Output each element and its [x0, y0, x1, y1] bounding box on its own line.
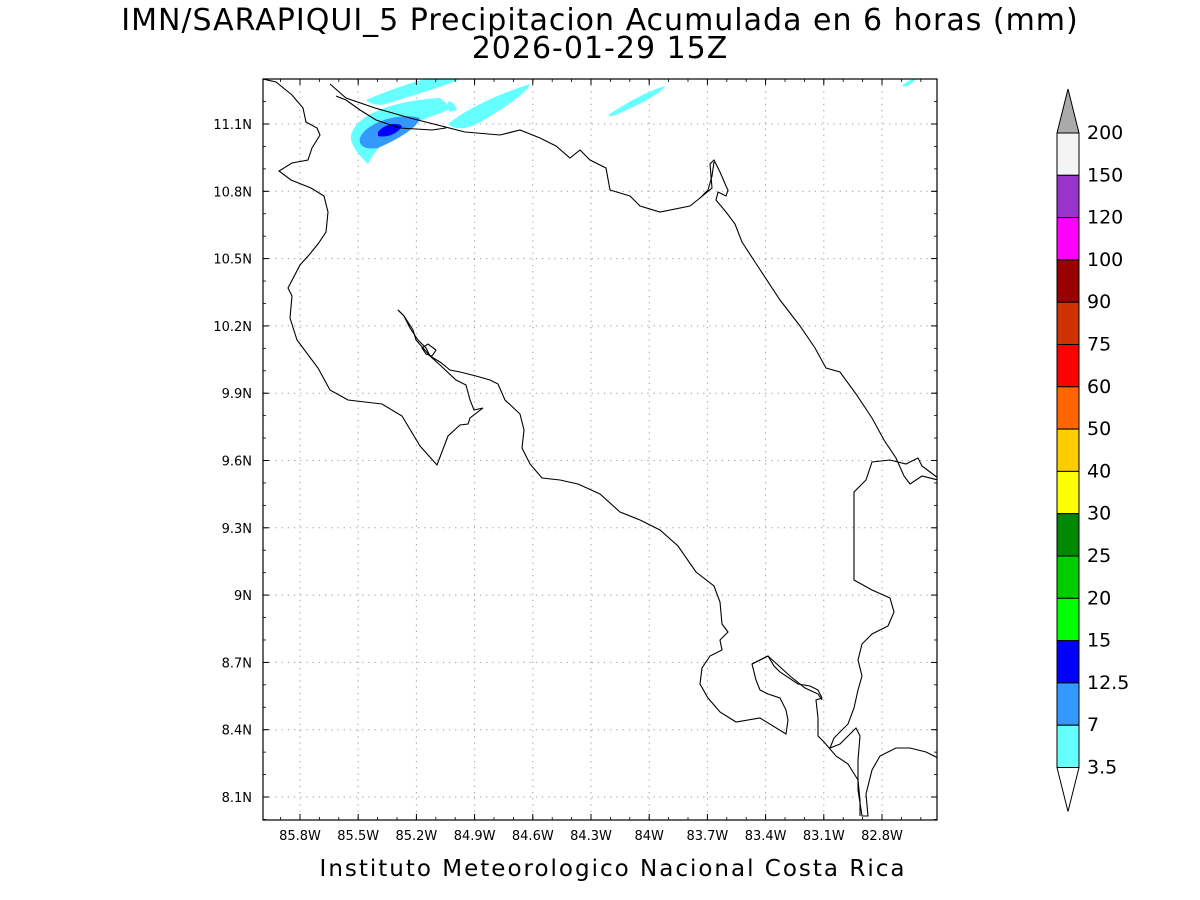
- y-tick-label: 9.6N: [222, 455, 252, 470]
- colorbar-level-label: 100: [1087, 249, 1123, 271]
- x-tick-label: 84.9W: [454, 829, 496, 844]
- x-tick-label: 83.7W: [686, 829, 728, 844]
- colorbar-swatch: [1056, 259, 1080, 303]
- precip-band-3: [366, 79, 460, 105]
- pacific-coast: [397, 309, 861, 816]
- y-tick-label: 8.7N: [222, 656, 252, 671]
- colorbar-level-label: 150: [1087, 164, 1123, 186]
- panama-border: [829, 457, 937, 817]
- colorbar-swatch: [1056, 513, 1080, 557]
- colorbar-swatch: [1056, 132, 1080, 176]
- border-north: [329, 83, 937, 485]
- y-tick-label: 10.5N: [213, 253, 252, 268]
- y-tick-label: 9.3N: [222, 522, 252, 537]
- y-axis: 11.1N 10.8N 10.5N 10.2N 9.9N 9.6N 9.3N 9N 8.7N 8.…: [213, 78, 937, 820]
- colorbar-level-label: 12.5: [1087, 672, 1129, 694]
- credit-text: Instituto Meteorologico Nacional Costa R…: [319, 856, 907, 882]
- colorbar-level-label: 90: [1087, 291, 1111, 313]
- map-plot-area: [263, 79, 937, 820]
- map-frame: [262, 78, 938, 821]
- y-tick-label: 11.1N: [213, 118, 252, 133]
- y-tick-label: 8.4N: [222, 724, 252, 739]
- lake-shore: [699, 161, 715, 199]
- colorbar-level-label: 40: [1087, 460, 1111, 482]
- colorbar-swatch: [1056, 301, 1080, 346]
- y-tick-label: 9N: [234, 589, 252, 604]
- map-datetime: 2026-01-29 15Z: [471, 31, 729, 66]
- colorbar-swatch: [1056, 555, 1080, 599]
- precip-band-4: [608, 86, 665, 116]
- x-tick-label: 83.4W: [745, 829, 787, 844]
- x-tick-label: 85.2W: [395, 829, 437, 844]
- y-tick-label: 9.9N: [222, 387, 252, 402]
- map-title: IMN/SARAPIQUI_5 Precipitacion Acumulada …: [121, 3, 1079, 38]
- colorbar-level-label: 75: [1087, 334, 1111, 356]
- colorbar-swatch: [1056, 640, 1080, 684]
- precip-band-2: [448, 84, 530, 129]
- x-tick-label: 84.6W: [512, 829, 554, 844]
- colorbar-swatch: [1056, 174, 1080, 219]
- x-axis: 85.8W 85.5W 85.2W 84.9W 84.6W 84.3W 84W 83.7W 83…: [279, 79, 922, 844]
- colorbar-level-label: 25: [1087, 545, 1111, 567]
- x-tick-label: 85.5W: [337, 829, 379, 844]
- colorbar-level-label: 60: [1087, 376, 1111, 398]
- colorbar-top-arrow: [1056, 88, 1080, 134]
- x-tick-label: 84W: [634, 829, 664, 844]
- colorbar-level-label: 3.5: [1087, 757, 1117, 779]
- colorbar-swatch: [1056, 428, 1080, 472]
- precip-band-6: [448, 101, 457, 112]
- colorbar-swatch: [1056, 386, 1080, 430]
- x-tick-label: 84.3W: [570, 829, 612, 844]
- x-tick-label: 85.8W: [279, 829, 321, 844]
- colorbar-swatch: [1056, 470, 1080, 515]
- colorbar-level-label: 50: [1087, 418, 1111, 440]
- colorbar: 200 150 120 100 90 75 60 50 40 30 25 20 15 12.5 7 3.5: [1056, 88, 1129, 812]
- colorbar-swatch: [1056, 344, 1080, 388]
- colorbar-bottom-arrow: [1056, 767, 1080, 812]
- x-tick-label: 83.1W: [803, 829, 845, 844]
- colorbar-swatch: [1056, 217, 1080, 261]
- coastlines: [263, 79, 937, 817]
- colorbar-level-label: 7: [1087, 714, 1099, 736]
- colorbar-swatch: [1056, 682, 1080, 726]
- x-tick-label: 82.8W: [861, 829, 903, 844]
- y-tick-label: 10.2N: [213, 320, 252, 335]
- colorbar-level-label: 120: [1087, 207, 1123, 229]
- colorbar-level-label: 200: [1087, 122, 1123, 144]
- nicaragua-coast: [263, 79, 484, 467]
- y-tick-label: 8.1N: [222, 791, 252, 806]
- osa-peninsula: [751, 655, 823, 701]
- y-tick-label: 10.8N: [213, 185, 252, 200]
- precip-band-5: [902, 79, 916, 87]
- precipitation-field: [350, 79, 916, 164]
- golfo-nicoya-island: [421, 343, 437, 357]
- colorbar-level-label: 30: [1087, 503, 1111, 525]
- colorbar-level-label: 15: [1087, 630, 1111, 652]
- colorbar-level-label: 20: [1087, 587, 1111, 609]
- colorbar-swatch: [1056, 597, 1080, 642]
- border-northwest: [335, 95, 447, 131]
- colorbar-swatch: [1056, 724, 1080, 769]
